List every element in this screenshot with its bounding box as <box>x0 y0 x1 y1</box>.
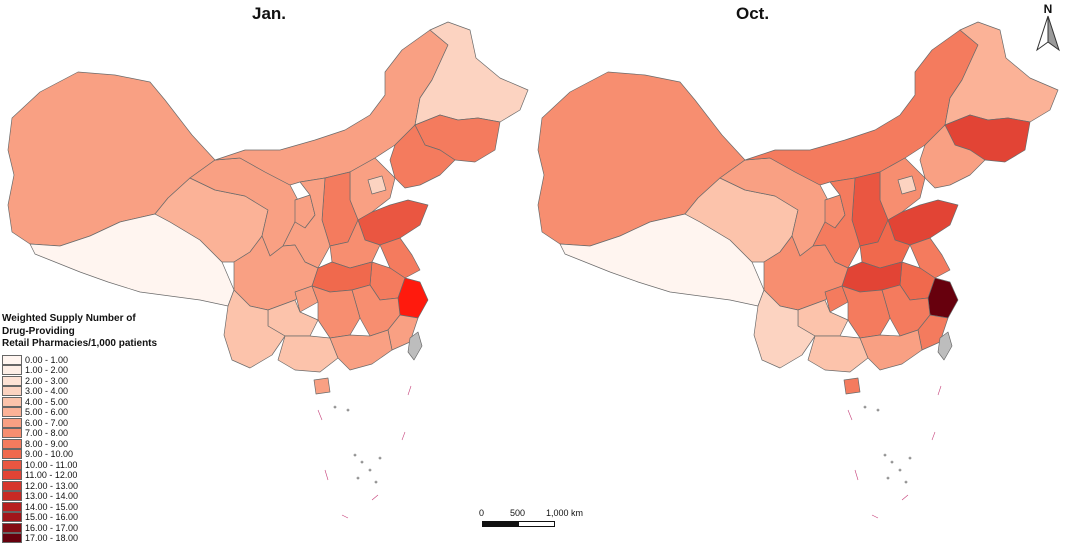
legend-swatch <box>2 491 22 502</box>
region-guangxi <box>277 335 339 373</box>
legend-item: 6.00 - 7.00 <box>2 417 157 429</box>
legend: Weighted Supply Number of Drug-Providing… <box>2 313 157 544</box>
legend-swatch <box>2 407 22 418</box>
legend-label: 6.00 - 7.00 <box>25 417 69 428</box>
legend-item: 9.00 - 10.00 <box>2 449 157 460</box>
legend-item: 8.00 - 9.00 <box>2 438 157 450</box>
legend-item: 1.00 - 2.00 <box>2 365 157 376</box>
legend-title-line: Weighted Supply Number of <box>2 313 136 324</box>
legend-label: 13.00 - 14.00 <box>25 491 79 502</box>
legend-label: 1.00 - 2.00 <box>25 365 69 376</box>
region-hunan <box>311 285 361 339</box>
legend-swatch <box>2 533 22 544</box>
legend-label: 3.00 - 4.00 <box>25 386 69 397</box>
north-arrow-icon: N <box>1036 2 1060 52</box>
legend-swatch <box>2 522 22 533</box>
scale-label-500: 500 <box>510 508 526 518</box>
legend-item: 5.00 - 6.00 <box>2 407 157 418</box>
legend-title-line: Retail Pharmacies/1,000 patients <box>2 338 158 349</box>
legend-swatch <box>2 501 22 512</box>
legend-swatch <box>2 428 22 439</box>
scale-label-1000: 1,000 km <box>546 508 584 518</box>
panel-title-jan: Jan. <box>252 4 287 23</box>
south-china-sea-inset <box>847 385 942 519</box>
scale-bar-black-segment <box>482 521 518 527</box>
legend-label: 10.00 - 11.00 <box>25 459 78 470</box>
legend-swatch <box>2 354 22 365</box>
region-guangdong <box>329 329 393 371</box>
legend-swatch <box>2 396 22 407</box>
legend-item: 0.00 - 1.00 <box>2 354 157 366</box>
legend-swatch <box>2 512 22 523</box>
legend-swatch <box>2 365 22 376</box>
legend-title: Weighted Supply Number of Drug-Providing… <box>2 313 157 351</box>
region-liaoning <box>919 124 986 189</box>
scale-bar: 0 500 1,000 km <box>476 508 586 530</box>
legend-label: 8.00 - 9.00 <box>25 438 69 449</box>
legend-label: 15.00 - 16.00 <box>25 512 79 523</box>
legend-item: 16.00 - 17.00 <box>2 522 157 534</box>
legend-label: 9.00 - 10.00 <box>25 449 74 460</box>
legend-swatch <box>2 459 22 470</box>
legend-label: 7.00 - 8.00 <box>25 428 69 439</box>
legend-swatch <box>2 386 22 397</box>
legend-label: 5.00 - 6.00 <box>25 407 69 418</box>
legend-label: 4.00 - 5.00 <box>25 396 69 407</box>
legend-item: 13.00 - 14.00 <box>2 491 157 502</box>
region-guangdong <box>859 329 923 371</box>
legend-item: 10.00 - 11.00 <box>2 459 157 471</box>
legend-item: 15.00 - 16.00 <box>2 512 157 523</box>
legend-rows: 0.00 - 1.00 1.00 - 2.00 2.00 - 3.00 3.00 - … <box>2 354 157 544</box>
scale-label-0: 0 <box>479 508 485 518</box>
legend-item: 12.00 - 13.00 <box>2 480 157 492</box>
south-china-sea-inset <box>317 385 412 519</box>
legend-label: 12.00 - 13.00 <box>25 480 79 491</box>
legend-item: 14.00 - 15.00 <box>2 501 157 513</box>
scale-bar-white-segment <box>518 521 555 527</box>
legend-label: 0.00 - 1.00 <box>25 354 69 365</box>
map-jan <box>7 21 529 519</box>
legend-item: 4.00 - 5.00 <box>2 396 157 408</box>
region-taiwan <box>407 331 423 361</box>
panel-title-oct: Oct. <box>736 4 770 23</box>
region-hainan <box>313 377 331 395</box>
legend-label: 2.00 - 3.00 <box>25 375 69 386</box>
legend-title-line: Drug-Providing <box>2 325 75 337</box>
legend-swatch <box>2 417 22 428</box>
legend-swatch <box>2 480 22 491</box>
legend-label: 16.00 - 17.00 <box>25 522 79 533</box>
region-liaoning <box>389 124 456 189</box>
legend-swatch <box>2 438 22 449</box>
legend-swatch <box>2 375 22 386</box>
legend-swatch <box>2 449 22 460</box>
legend-label: 11.00 - 12.00 <box>25 470 78 481</box>
legend-swatch <box>2 470 22 481</box>
legend-item: 7.00 - 8.00 <box>2 428 157 439</box>
region-guangxi <box>807 335 869 373</box>
legend-item: 3.00 - 4.00 <box>2 386 157 397</box>
legend-item: 2.00 - 3.00 <box>2 375 157 387</box>
legend-label: 14.00 - 15.00 <box>25 501 79 512</box>
region-hainan <box>843 377 861 395</box>
region-taiwan <box>937 331 953 361</box>
region-beijing <box>897 175 917 195</box>
legend-item: 17.00 - 18.00 <box>2 533 157 544</box>
legend-item: 11.00 - 12.00 <box>2 470 157 481</box>
region-beijing <box>367 175 387 195</box>
region-hunan <box>841 285 891 339</box>
legend-label: 17.00 - 18.00 <box>25 533 79 544</box>
north-label: N <box>1044 2 1053 16</box>
map-oct <box>537 21 1059 519</box>
